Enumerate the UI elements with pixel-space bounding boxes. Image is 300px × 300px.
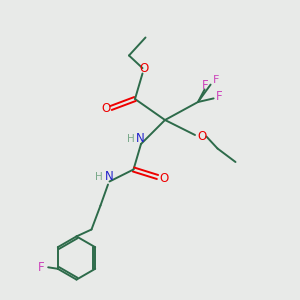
Text: N: N (136, 132, 145, 145)
Text: F: F (216, 89, 223, 103)
Text: O: O (160, 172, 169, 185)
Text: F: F (38, 261, 45, 274)
Text: O: O (140, 61, 148, 75)
Text: N: N (105, 170, 114, 184)
Text: O: O (197, 130, 206, 143)
Text: F: F (213, 75, 219, 85)
Text: H: H (95, 172, 103, 182)
Text: H: H (127, 134, 134, 144)
Text: O: O (101, 101, 110, 115)
Text: F: F (202, 79, 209, 92)
